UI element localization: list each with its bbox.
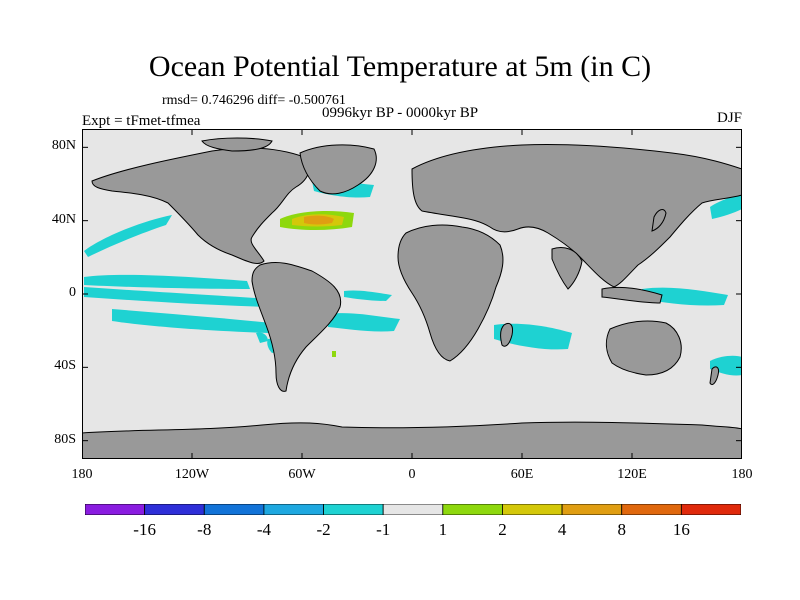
colorbar-swatch [85, 504, 146, 515]
africa [397, 224, 504, 362]
colorbar-swatch [442, 504, 503, 515]
japan [651, 209, 667, 232]
colorbar-label: 4 [557, 520, 567, 539]
latitude-label: 0 [69, 285, 76, 300]
latitude-label: 40S [54, 358, 76, 374]
south-america [251, 262, 342, 392]
australia [605, 320, 682, 376]
greenland [299, 144, 377, 195]
colorbar-label: 1 [438, 520, 448, 539]
longitude-label: 180 [71, 467, 93, 482]
colorbar-swatch [382, 504, 444, 515]
anomaly-patches [84, 180, 742, 376]
antarctica [82, 421, 742, 459]
world-map [82, 129, 742, 459]
longitude-label: 60W [288, 467, 316, 482]
colorbar-label: 2 [498, 520, 507, 539]
madagascar [500, 322, 513, 347]
latitude-label: 40N [51, 211, 76, 227]
colorbar [85, 504, 741, 515]
colorbar-swatch [680, 504, 741, 515]
longitude-label: 120E [617, 467, 647, 482]
colorbar-label: 16 [672, 520, 690, 539]
colorbar-swatch [203, 504, 265, 515]
colorbar-swatch [144, 504, 205, 515]
colorbar-swatch [621, 504, 682, 515]
experiment-label: Expt = tFmet-tfmea [82, 113, 201, 129]
season-label: DJF [716, 110, 742, 126]
colorbar-label: -16 [133, 520, 156, 539]
colorbar-swatch [263, 504, 324, 515]
colorbar-label: -1 [376, 520, 391, 539]
colorbar-label: 8 [617, 520, 626, 539]
longitude-label: 180 [731, 467, 753, 482]
colorbar-label: -8 [197, 520, 212, 539]
stats-line: rmsd= 0.746296 diff= -0.500761 [162, 93, 346, 108]
map-ticks [82, 129, 742, 459]
eurasia [411, 143, 742, 288]
longitude-label: 60E [510, 467, 534, 482]
colorbar-swatch [561, 504, 623, 515]
longitude-label: 0 [408, 467, 416, 482]
colorbar-swatch [502, 504, 563, 515]
land-masses [82, 137, 742, 459]
indonesia [601, 286, 663, 304]
india [551, 247, 583, 290]
colorbar-label: -4 [256, 520, 271, 539]
colorbar-label: -2 [316, 520, 331, 539]
longitude-label: 120W [174, 467, 210, 482]
arctic-islands [201, 137, 273, 152]
colorbar-swatch [323, 504, 384, 515]
plot-title: Ocean Potential Temperature at 5m (in C) [148, 50, 652, 83]
new-zealand [709, 366, 719, 386]
latitude-label: 80N [51, 138, 76, 154]
period-label: 0996kyr BP - 0000kyr BP [322, 105, 479, 121]
latitude-label: 80S [54, 431, 76, 447]
